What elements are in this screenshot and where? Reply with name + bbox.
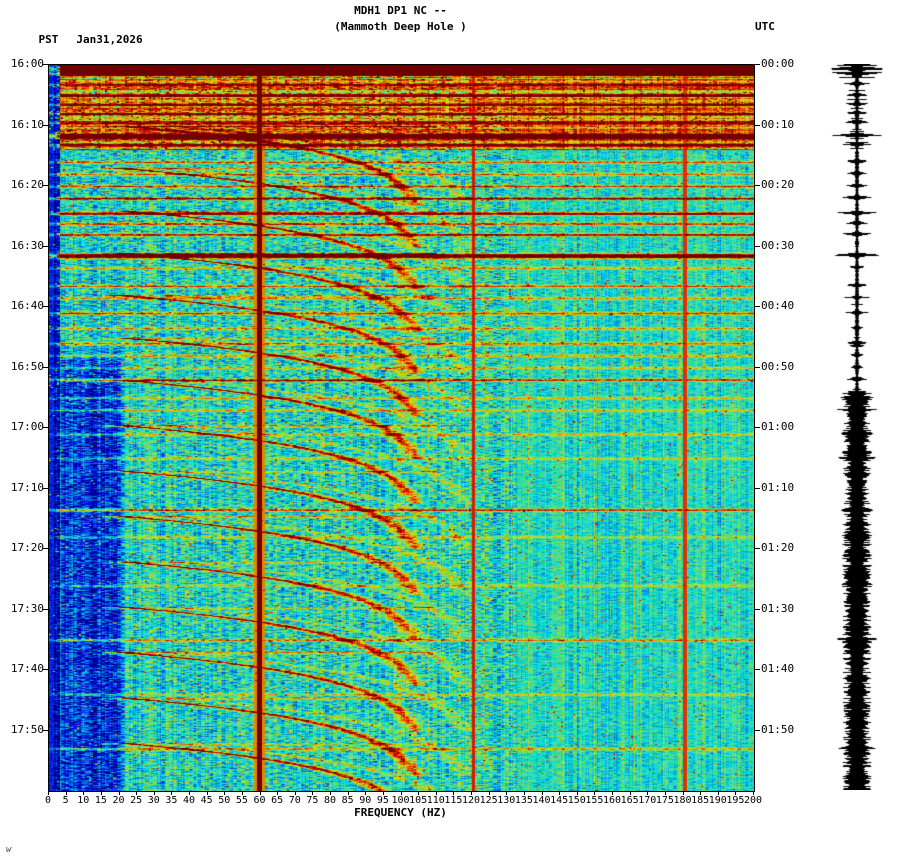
footer-mark: w [6, 845, 12, 855]
frequency-tick-label: 25 [130, 795, 143, 806]
time-label-pst: 16:50 [10, 359, 44, 373]
frequency-tick-label: 115 [444, 795, 463, 806]
time-label-utc: 00:20 [761, 178, 795, 191]
frequency-tick-label: 190 [708, 795, 727, 806]
time-label-pst: 16:30 [10, 238, 44, 252]
seismogram-canvas [819, 64, 895, 790]
frequency-tick-label: 85 [341, 795, 354, 806]
time-label-pst: 17:10 [10, 480, 44, 494]
frequency-tick-label: 65 [271, 795, 284, 806]
frequency-tick-label: 110 [426, 795, 445, 806]
frequency-tick-label: 155 [585, 795, 604, 806]
frequency-tick-label: 185 [691, 795, 710, 806]
time-label-utc: 00:30 [761, 238, 795, 252]
frequency-tick-label: 180 [673, 795, 692, 806]
frequency-tick-label: 0 [44, 795, 52, 806]
time-label-utc: 00:10 [761, 117, 795, 131]
frequency-tick-label: 80 [323, 795, 337, 806]
frequency-tick-label: 40 [182, 795, 196, 806]
time-label-pst: 16:40 [10, 299, 44, 312]
time-label-pst: 17:40 [10, 662, 44, 675]
time-label-utc: 01:30 [761, 601, 795, 615]
header-left: PST Jan31,2026 [12, 20, 143, 59]
frequency-tick-label: 150 [567, 795, 586, 806]
time-label-pst: 17:50 [10, 722, 44, 736]
frequency-tick-label: 125 [479, 795, 498, 806]
date-label: Jan31,2026 [76, 33, 143, 46]
frequency-tick-label: 135 [514, 795, 533, 806]
timezone-right-label: UTC [755, 20, 775, 33]
frequency-tick-label: 145 [550, 795, 569, 806]
frequency-tick-label: 55 [235, 795, 248, 806]
frequency-tick-label: 195 [726, 795, 745, 806]
time-label-utc: 01:10 [761, 480, 795, 494]
frequency-tick-label: 120 [461, 795, 481, 806]
seismogram-trace[interactable] [819, 64, 895, 790]
frequency-tick-label: 35 [165, 795, 178, 806]
frequency-tick-label: 15 [94, 795, 107, 806]
frequency-tick-label: 160 [602, 795, 622, 806]
frequency-tick-label: 70 [288, 795, 301, 806]
spectrogram-plot[interactable] [48, 64, 755, 792]
frequency-tick-label: 140 [532, 795, 551, 806]
spectrogram-canvas [49, 65, 754, 791]
plot-title: MDH1 DP1 NC -- [354, 4, 447, 17]
time-label-utc: 00:50 [761, 359, 795, 373]
time-label-utc: 00:00 [761, 57, 795, 70]
time-label-utc: 01:50 [761, 722, 795, 736]
time-label-utc: 01:00 [761, 420, 795, 433]
frequency-tick-label: 130 [497, 795, 516, 806]
frequency-tick-label: 200 [743, 795, 763, 806]
frequency-tick-label: 95 [376, 795, 389, 806]
frequency-tick-label: 100 [391, 795, 410, 806]
frequency-tick-label: 50 [218, 795, 231, 806]
frequency-tick-label: 60 [253, 795, 266, 806]
frequency-tick-label: 20 [112, 795, 125, 806]
frequency-tick-label: 75 [306, 795, 319, 806]
time-label-utc: 01:20 [761, 541, 795, 554]
time-label-pst: 16:10 [10, 117, 44, 131]
time-label-pst: 17:00 [10, 420, 44, 433]
frequency-tick-label: 30 [147, 795, 160, 806]
time-label-utc: 00:40 [761, 299, 795, 312]
frequency-tick-label: 165 [620, 795, 639, 806]
plot-subtitle: (Mammoth Deep Hole ) [334, 20, 467, 33]
frequency-tick-label: 45 [200, 795, 213, 806]
timezone-left-label: PST [38, 33, 59, 46]
time-label-pst: 17:30 [10, 601, 44, 615]
x-axis-title: FREQUENCY (HZ) [354, 806, 447, 819]
time-label-utc: 01:40 [761, 662, 795, 675]
frequency-tick-label: 170 [638, 795, 657, 806]
time-label-pst: 16:20 [10, 178, 44, 191]
frequency-tick-label: 175 [655, 795, 674, 806]
frequency-tick-label: 5 [62, 795, 69, 806]
frequency-tick-label: 90 [359, 795, 372, 806]
time-label-pst: 17:20 [10, 541, 44, 554]
time-label-pst: 16:00 [10, 57, 44, 70]
frequency-tick-label: 105 [409, 795, 428, 806]
frequency-tick-label: 10 [77, 795, 90, 806]
